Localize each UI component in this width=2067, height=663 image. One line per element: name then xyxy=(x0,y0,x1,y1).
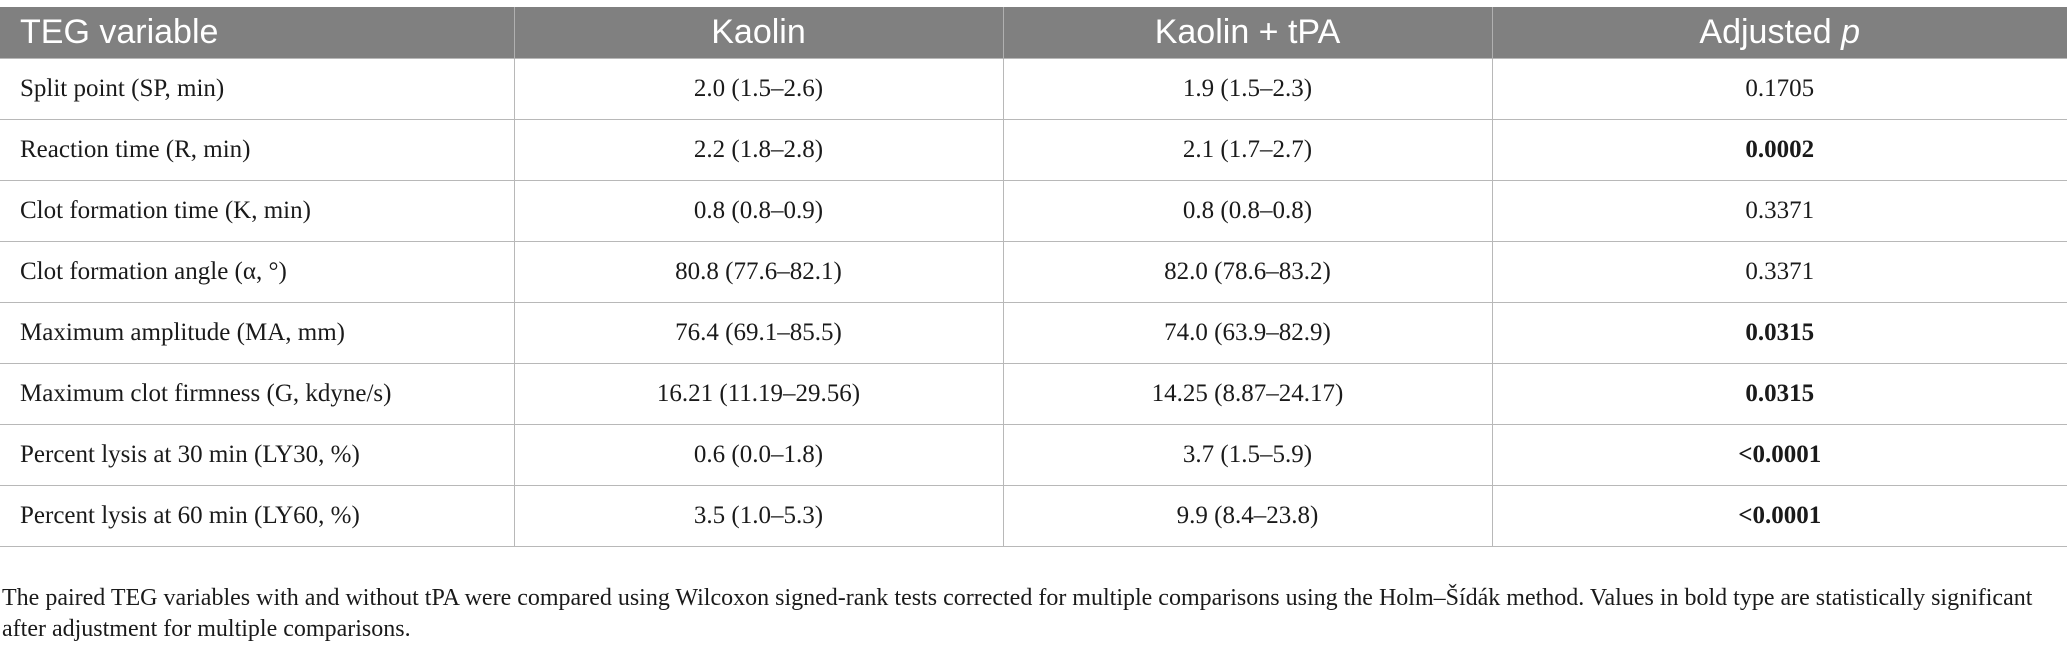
table-row: Reaction time (R, min) 2.2 (1.8–2.8) 2.1… xyxy=(0,119,2067,181)
cell-adjusted-p: <0.0001 xyxy=(1491,424,2067,486)
cell-kaolin-tpa: 82.0 (78.6–83.2) xyxy=(1002,241,1493,303)
cell-kaolin: 16.21 (11.19–29.56) xyxy=(513,363,1004,425)
cell-kaolin-tpa: 0.8 (0.8–0.8) xyxy=(1002,180,1493,242)
cell-kaolin: 2.2 (1.8–2.8) xyxy=(513,119,1004,181)
teg-results-table: TEG variable Kaolin Kaolin + tPA Adjuste… xyxy=(0,7,2067,547)
header-kaolin-tpa: Kaolin + tPA xyxy=(1002,7,1493,59)
cell-kaolin: 0.6 (0.0–1.8) xyxy=(513,424,1004,486)
cell-kaolin: 80.8 (77.6–82.1) xyxy=(513,241,1004,303)
table-row: Split point (SP, min) 2.0 (1.5–2.6) 1.9 … xyxy=(0,58,2067,120)
cell-kaolin-tpa: 1.9 (1.5–2.3) xyxy=(1002,58,1493,120)
cell-variable: Maximum amplitude (MA, mm) xyxy=(0,302,515,364)
cell-kaolin-tpa: 2.1 (1.7–2.7) xyxy=(1002,119,1493,181)
cell-variable: Split point (SP, min) xyxy=(0,58,515,120)
table-body: Split point (SP, min) 2.0 (1.5–2.6) 1.9 … xyxy=(0,58,2067,547)
table-row: Maximum amplitude (MA, mm) 76.4 (69.1–85… xyxy=(0,302,2067,364)
table-row: Clot formation angle (α, °) 80.8 (77.6–8… xyxy=(0,241,2067,303)
cell-variable: Percent lysis at 30 min (LY30, %) xyxy=(0,424,515,486)
cell-kaolin-tpa: 3.7 (1.5–5.9) xyxy=(1002,424,1493,486)
cell-variable: Reaction time (R, min) xyxy=(0,119,515,181)
cell-kaolin-tpa: 14.25 (8.87–24.17) xyxy=(1002,363,1493,425)
header-adjusted-label: Adjusted xyxy=(1699,13,1842,51)
results-table-container: TEG variable Kaolin Kaolin + tPA Adjuste… xyxy=(0,7,2067,547)
table-row: Percent lysis at 60 min (LY60, %) 3.5 (1… xyxy=(0,485,2067,547)
table-row: Percent lysis at 30 min (LY30, %) 0.6 (0… xyxy=(0,424,2067,486)
cell-variable: Clot formation time (K, min) xyxy=(0,180,515,242)
table-footnote: The paired TEG variables with and withou… xyxy=(2,585,2033,642)
cell-variable: Percent lysis at 60 min (LY60, %) xyxy=(0,485,515,547)
header-p-symbol: p xyxy=(1841,13,1861,51)
cell-kaolin: 3.5 (1.0–5.3) xyxy=(513,485,1004,547)
cell-adjusted-p: 0.0315 xyxy=(1491,363,2067,425)
table-row: Clot formation time (K, min) 0.8 (0.8–0.… xyxy=(0,180,2067,242)
cell-variable: Maximum clot firmness (G, kdyne/s) xyxy=(0,363,515,425)
cell-adjusted-p: 0.3371 xyxy=(1491,241,2067,303)
cell-variable: Clot formation angle (α, °) xyxy=(0,241,515,303)
header-row: TEG variable Kaolin Kaolin + tPA Adjuste… xyxy=(0,7,2067,59)
header-kaolin: Kaolin xyxy=(513,7,1004,59)
cell-kaolin: 2.0 (1.5–2.6) xyxy=(513,58,1004,120)
cell-adjusted-p: 0.0002 xyxy=(1491,119,2067,181)
table-row: Maximum clot firmness (G, kdyne/s) 16.21… xyxy=(0,363,2067,425)
cell-adjusted-p: 0.0315 xyxy=(1491,302,2067,364)
cell-adjusted-p: <0.0001 xyxy=(1491,485,2067,547)
table-header: TEG variable Kaolin Kaolin + tPA Adjuste… xyxy=(0,7,2067,59)
cell-kaolin-tpa: 74.0 (63.9–82.9) xyxy=(1002,302,1493,364)
cell-kaolin: 0.8 (0.8–0.9) xyxy=(513,180,1004,242)
cell-kaolin: 76.4 (69.1–85.5) xyxy=(513,302,1004,364)
cell-kaolin-tpa: 9.9 (8.4–23.8) xyxy=(1002,485,1493,547)
cell-adjusted-p: 0.3371 xyxy=(1491,180,2067,242)
cell-adjusted-p: 0.1705 xyxy=(1491,58,2067,120)
header-teg-variable: TEG variable xyxy=(0,7,515,59)
header-adjusted-p: Adjusted p xyxy=(1491,7,2067,59)
